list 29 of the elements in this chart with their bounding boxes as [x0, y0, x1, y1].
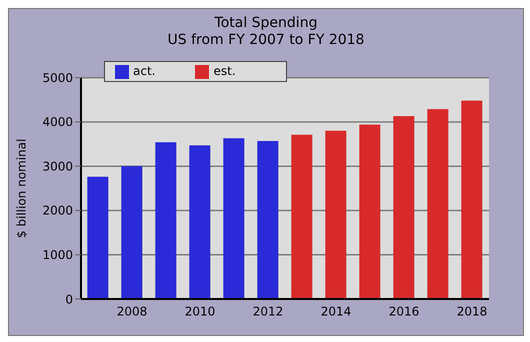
x-tick-label: 2010 [184, 304, 216, 319]
x-tick-label: 2008 [116, 304, 148, 319]
bar [189, 145, 210, 299]
bar [393, 116, 414, 299]
bar [121, 166, 142, 299]
x-tick-label: 2018 [456, 304, 488, 319]
bar [291, 134, 312, 299]
bar [325, 130, 346, 299]
chart-title: Total Spending [214, 15, 318, 32]
y-tick-label: 0 [65, 292, 73, 306]
y-tick-label: 1000 [42, 248, 73, 262]
bar [461, 100, 482, 299]
y-tick-label: 2000 [42, 204, 73, 218]
bar [155, 142, 176, 299]
bar [257, 140, 278, 299]
x-tick-label: 2016 [388, 304, 420, 319]
legend-label: est. [213, 64, 236, 78]
legend-label: act. [133, 64, 156, 78]
y-axis-title: $ billion nominal [14, 138, 28, 238]
bar [87, 176, 108, 299]
bar [359, 124, 380, 299]
y-tick-label: 5000 [42, 70, 73, 85]
bar [223, 138, 244, 299]
y-tick-label: 4000 [42, 115, 73, 130]
x-tick-label: 2012 [252, 304, 284, 319]
chart-subtitle: US from FY 2007 to FY 2018 [166, 32, 366, 49]
bar [427, 109, 448, 299]
y-tick-label: 3000 [42, 159, 73, 174]
x-tick-label: 2014 [320, 304, 352, 319]
